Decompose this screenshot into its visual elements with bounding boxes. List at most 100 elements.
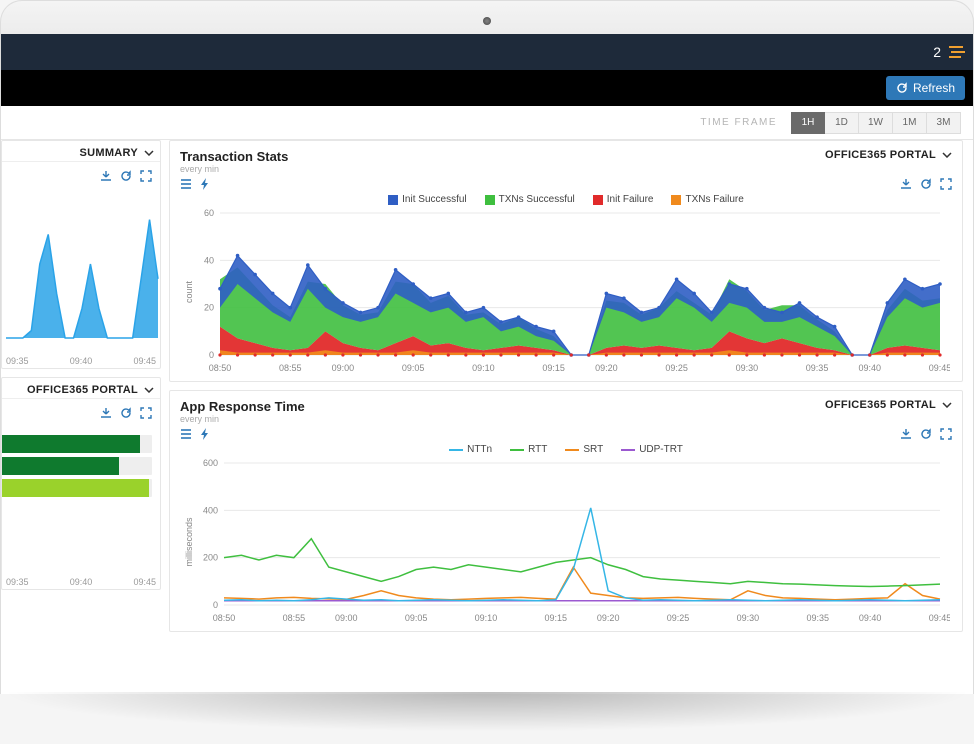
bar-row (2, 457, 152, 475)
legend-item: Init Successful (388, 194, 466, 205)
refresh-icon[interactable] (120, 170, 132, 182)
svg-text:09:10: 09:10 (475, 613, 498, 623)
svg-text:20: 20 (204, 303, 214, 313)
svg-text:09:30: 09:30 (736, 363, 759, 373)
timeframe-3m[interactable]: 3M (927, 112, 961, 134)
summary-selector-label: SUMMARY (79, 147, 138, 159)
timeframe-buttons: 1H1D1W1M3M (791, 112, 961, 134)
svg-text:09:00: 09:00 (332, 363, 355, 373)
svg-text:40: 40 (204, 255, 214, 265)
summary-selector[interactable]: SUMMARY (79, 147, 154, 159)
download-icon[interactable] (100, 170, 112, 182)
bar-row (2, 479, 152, 497)
expand-icon[interactable] (140, 170, 152, 182)
chevron-down-icon (942, 402, 952, 408)
panel-transaction-stats: Transaction Stats every min OFFICE365 PO… (169, 140, 963, 382)
svg-text:08:55: 08:55 (283, 613, 306, 623)
svg-text:200: 200 (203, 553, 218, 563)
transaction-stats-title: Transaction Stats (180, 149, 288, 164)
timeframe-1m[interactable]: 1M (893, 112, 927, 134)
refresh-icon[interactable] (920, 178, 932, 190)
menu-lines-icon[interactable] (949, 46, 965, 58)
legend-item: TXNs Successful (485, 194, 575, 205)
download-icon[interactable] (900, 428, 912, 440)
bolt-icon[interactable] (200, 178, 210, 190)
top-nav-bar: 2 (1, 34, 973, 70)
svg-text:09:00: 09:00 (335, 613, 358, 623)
panel-app-response: App Response Time every min OFFICE365 PO… (169, 390, 963, 632)
app-response-chart: 0 200 400 600 milliseconds 08:50 08:55 09:00 09:… (180, 457, 952, 627)
screen: 2 Refresh TIME FRAME 1H1D1W1M3M SUMMARY (0, 34, 974, 694)
notification-count[interactable]: 2 (933, 44, 941, 60)
list-icon[interactable] (180, 428, 192, 440)
svg-text:09:40: 09:40 (858, 363, 881, 373)
app-response-selector[interactable]: OFFICE365 PORTAL (825, 399, 952, 411)
refresh-button[interactable]: Refresh (886, 76, 965, 100)
dashboard-content: SUMMARY 09 (1, 140, 973, 694)
transaction-stats-chart: 0204060count08:5008:5509:0009:0509:1009:… (180, 207, 952, 377)
legend-item: TXNs Failure (671, 194, 743, 205)
svg-text:09:30: 09:30 (737, 613, 760, 623)
panel-summary: SUMMARY 09 (1, 140, 161, 369)
action-bar: Refresh (1, 70, 973, 106)
transaction-stats-subtitle: every min (180, 164, 288, 174)
legend-item: RTT (510, 444, 547, 455)
legend-item: SRT (565, 444, 603, 455)
download-icon[interactable] (100, 407, 112, 419)
refresh-button-label: Refresh (913, 81, 955, 95)
list-icon[interactable] (180, 178, 192, 190)
app-response-selector-label: OFFICE365 PORTAL (825, 399, 936, 411)
svg-text:09:15: 09:15 (545, 613, 568, 623)
svg-text:400: 400 (203, 505, 218, 515)
svg-text:09:15: 09:15 (542, 363, 565, 373)
refresh-icon[interactable] (920, 428, 932, 440)
left-column: SUMMARY 09 (1, 140, 161, 694)
svg-text:09:40: 09:40 (859, 613, 882, 623)
left-portal-selector-label: OFFICE365 PORTAL (27, 384, 138, 396)
laptop-shadow (0, 692, 974, 732)
expand-icon[interactable] (940, 428, 952, 440)
svg-text:09:45: 09:45 (929, 363, 950, 373)
summary-chart (2, 184, 160, 354)
svg-text:09:05: 09:05 (405, 613, 428, 623)
svg-text:08:55: 08:55 (279, 363, 302, 373)
legend-item: NTTn (449, 444, 492, 455)
timeframe-row: TIME FRAME 1H1D1W1M3M (1, 106, 973, 140)
chevron-down-icon (942, 152, 952, 158)
left-bars (2, 421, 160, 505)
legend-item: UDP-TRT (621, 444, 683, 455)
svg-text:0: 0 (213, 600, 218, 610)
timeframe-label: TIME FRAME (700, 117, 777, 128)
svg-text:count: count (184, 280, 194, 303)
transaction-stats-selector-label: OFFICE365 PORTAL (825, 149, 936, 161)
expand-icon[interactable] (140, 407, 152, 419)
right-column: Transaction Stats every min OFFICE365 PO… (169, 140, 973, 694)
svg-text:09:10: 09:10 (472, 363, 495, 373)
left-portal-selector[interactable]: OFFICE365 PORTAL (27, 384, 154, 396)
svg-text:09:35: 09:35 (806, 363, 829, 373)
summary-xaxis: 09:3509:4009:45 (2, 354, 160, 368)
timeframe-1w[interactable]: 1W (859, 112, 893, 134)
svg-text:milliseconds: milliseconds (184, 517, 194, 567)
svg-text:600: 600 (203, 458, 218, 468)
chevron-down-icon (144, 387, 154, 393)
refresh-icon[interactable] (120, 407, 132, 419)
svg-text:09:20: 09:20 (595, 363, 618, 373)
app-response-legend: NTTn RTT SRT UDP-TRT (180, 444, 952, 455)
svg-text:09:20: 09:20 (597, 613, 620, 623)
timeframe-1d[interactable]: 1D (825, 112, 859, 134)
svg-text:09:45: 09:45 (929, 613, 950, 623)
app-response-title: App Response Time (180, 399, 305, 414)
transaction-stats-selector[interactable]: OFFICE365 PORTAL (825, 149, 952, 161)
svg-text:09:35: 09:35 (806, 613, 829, 623)
bar-row (2, 435, 152, 453)
svg-text:08:50: 08:50 (213, 613, 236, 623)
svg-text:09:05: 09:05 (402, 363, 425, 373)
bolt-icon[interactable] (200, 428, 210, 440)
svg-text:09:25: 09:25 (667, 613, 690, 623)
timeframe-1h[interactable]: 1H (791, 112, 825, 134)
chevron-down-icon (144, 150, 154, 156)
download-icon[interactable] (900, 178, 912, 190)
svg-text:60: 60 (204, 208, 214, 218)
expand-icon[interactable] (940, 178, 952, 190)
